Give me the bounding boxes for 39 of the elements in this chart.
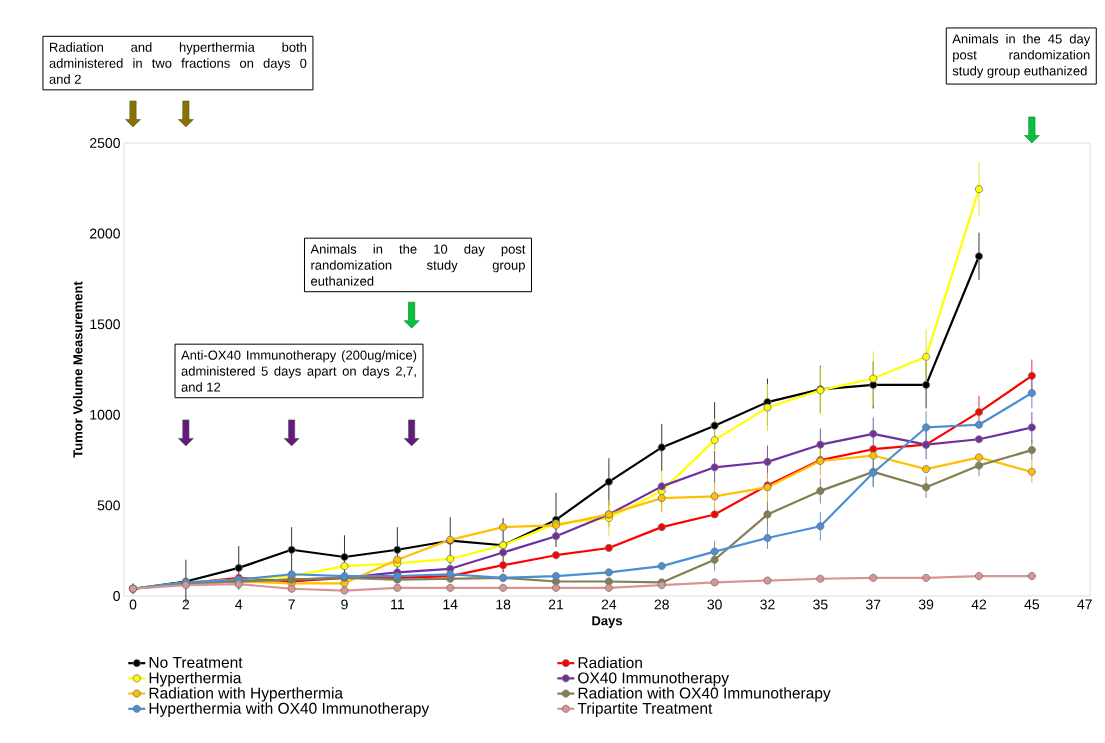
annotation: Animals in the 10 day post randomization study group euthanized [310,244,526,286]
y-tick-label: 2500 [90,138,120,148]
x-tick-label: 28 [654,599,669,610]
x-tick-label: 47 [1077,599,1092,610]
x-tick-label: 35 [813,599,828,610]
y-tick-label: 2000 [90,228,120,239]
x-tick-label: 7 [288,599,295,610]
y-tick-label: 1000 [90,409,120,420]
y-tick-label: 500 [97,500,120,511]
legend-label: Tripartite Treatment [577,702,713,717]
text: Animals in the 45 day post randomization study group euthanized [952,33,1091,79]
x-tick-label: 21 [548,599,564,610]
x-tick-label: 30 [707,599,722,610]
legend-label: OX40 Immunotherapy [578,672,729,687]
x-tick-label: 18 [496,599,511,610]
x-tick-label: 9 [341,599,348,610]
y-tick-label: 0 [113,591,120,601]
legend-label: Hyperthermia [149,672,242,687]
x-tick-label: 24 [601,599,617,610]
x-tick-label: 39 [918,599,934,610]
x-tick-label: 32 [760,599,775,610]
legend-label: No Treatment [149,657,243,668]
annotation: Anti-OX40 Immunotherapy (200ug/mice) administered 5 days apart on days 2,7, and 12 [181,350,417,392]
x-tick-label: 0 [129,599,137,610]
legend-label: Radiation with OX40 Immunotherapy [578,687,831,702]
x-tick-label: 42 [971,599,987,610]
x-tick-label: 37 [865,599,881,610]
legend-label: Hyperthermia with OX40 Immunotherapy [149,702,430,717]
x-tick-label: 4 [235,599,243,610]
text: Radiation and hyperthermia both administered in two fractions on days 0 and 2 [49,42,307,84]
x-tick-label: 11 [391,599,404,610]
x-tick-label: 2 [182,599,190,610]
y-tick-label: 1500 [90,319,120,330]
legend-label: Radiation [578,656,642,669]
legend-label: Radiation with Hyperthermia [149,687,344,702]
x-axis-title: Days [592,616,623,628]
y-axis-title: Tumor Volume Measurement [72,281,83,458]
x-tick-label: 14 [443,599,458,610]
x-tick-label: 45 [1024,599,1040,610]
